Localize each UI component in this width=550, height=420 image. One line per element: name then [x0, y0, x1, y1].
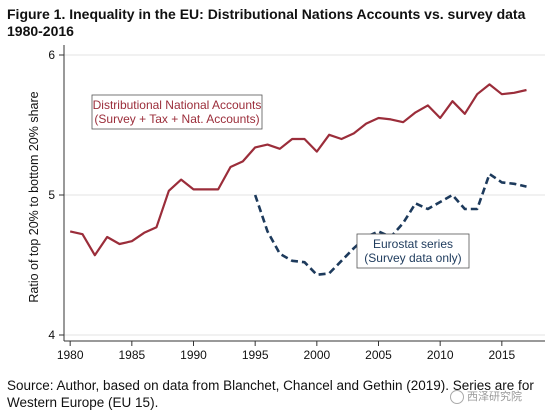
x-tick-label: 2005 [365, 348, 392, 362]
dna-label-box [91, 94, 263, 130]
dna-label-text: Distributional National Accounts [93, 98, 262, 112]
x-tick-label: 2015 [488, 348, 515, 362]
x-tick-label: 2000 [303, 348, 330, 362]
x-tick-label: 1980 [57, 348, 84, 362]
y-tick-label: 5 [48, 188, 55, 202]
dna-label-text: (Survey + Tax + Nat. Accounts) [94, 112, 259, 126]
axes: 4 5 6 1980 1985 1990 1995 2000 2005 2010 2015 [48, 45, 545, 362]
x-tick-label: 2010 [427, 348, 454, 362]
gridlines [64, 54, 545, 336]
eurostat-label-text: Eurostat series [373, 237, 453, 251]
y-tick-label: 6 [48, 48, 55, 62]
x-tick-label: 1995 [242, 348, 269, 362]
eurostat-label-box [356, 233, 470, 269]
wechat-icon [450, 390, 464, 405]
watermark-text: 西泽研究院 [467, 391, 522, 403]
eurostat-label-text: (Survey data only) [364, 251, 461, 265]
inequality-line-chart: 4 5 6 1980 1985 1990 1995 2000 2005 2010 2015 Dist… [27, 45, 545, 362]
x-tick-label: 1990 [180, 348, 207, 362]
dna-series-line [69, 83, 527, 257]
y-tick-label: 4 [48, 328, 55, 342]
watermark: 西泽研究院 [450, 388, 522, 405]
source-note: Source: Author, based on data from Blanc… [7, 378, 534, 410]
y-axis-label: Ratio of top 20% to bottom 20% share [27, 91, 41, 302]
x-tick-label: 1985 [118, 348, 145, 362]
series-labels: Distributional National Accounts(Survey … [91, 94, 470, 269]
figure-title: Figure 1. Inequality in the EU: Distribu… [7, 6, 526, 39]
